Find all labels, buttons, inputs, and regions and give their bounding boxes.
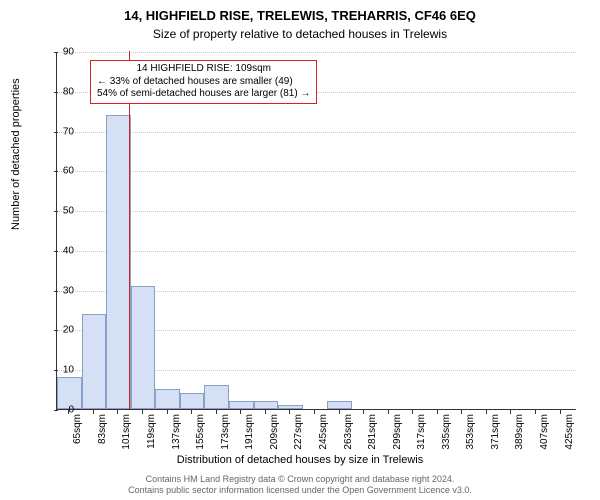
footnote-line1: Contains HM Land Registry data © Crown c… xyxy=(146,474,455,484)
x-tick-label: 191sqm xyxy=(244,414,255,454)
x-tick-label: 173sqm xyxy=(220,414,231,454)
gridline xyxy=(57,132,576,133)
x-tick-label: 245sqm xyxy=(318,414,329,454)
x-tick-mark xyxy=(93,410,94,414)
y-tick-mark xyxy=(54,291,58,292)
y-tick-mark xyxy=(54,171,58,172)
histogram-bar xyxy=(82,314,107,409)
x-tick-mark xyxy=(68,410,69,414)
x-tick-label: 335sqm xyxy=(441,414,452,454)
histogram-bar xyxy=(204,385,229,409)
histogram-bar xyxy=(327,401,352,409)
chart-title-main: 14, HIGHFIELD RISE, TRELEWIS, TREHARRIS,… xyxy=(0,0,600,23)
annotation-line: ← 33% of detached houses are smaller (49… xyxy=(97,76,310,89)
gridline xyxy=(57,251,576,252)
x-tick-mark xyxy=(560,410,561,414)
x-tick-mark xyxy=(117,410,118,414)
x-tick-label: 119sqm xyxy=(146,414,157,454)
gridline xyxy=(57,211,576,212)
y-tick-mark xyxy=(54,211,58,212)
y-tick-mark xyxy=(54,251,58,252)
x-tick-mark xyxy=(289,410,290,414)
x-tick-label: 353sqm xyxy=(465,414,476,454)
y-axis-label: Number of detached properties xyxy=(10,78,22,230)
y-tick-mark xyxy=(54,52,58,53)
chart-title-sub: Size of property relative to detached ho… xyxy=(0,23,600,41)
x-tick-label: 425sqm xyxy=(564,414,575,454)
x-tick-label: 389sqm xyxy=(514,414,525,454)
x-tick-mark xyxy=(363,410,364,414)
histogram-bar xyxy=(180,393,205,409)
histogram-bar xyxy=(155,389,180,409)
x-tick-mark xyxy=(191,410,192,414)
x-tick-mark xyxy=(265,410,266,414)
gridline xyxy=(57,171,576,172)
annotation-box: 14 HIGHFIELD RISE: 109sqm← 33% of detach… xyxy=(90,60,317,104)
x-tick-label: 263sqm xyxy=(343,414,354,454)
x-tick-label: 155sqm xyxy=(195,414,206,454)
y-tick-mark xyxy=(54,132,58,133)
y-tick-mark xyxy=(54,330,58,331)
x-tick-label: 101sqm xyxy=(121,414,132,454)
x-tick-mark xyxy=(486,410,487,414)
x-tick-mark xyxy=(510,410,511,414)
x-tick-mark xyxy=(437,410,438,414)
x-tick-mark xyxy=(388,410,389,414)
x-tick-label: 281sqm xyxy=(367,414,378,454)
histogram-bar xyxy=(278,405,303,409)
x-tick-label: 83sqm xyxy=(97,414,108,454)
footnote: Contains HM Land Registry data © Crown c… xyxy=(0,474,600,496)
annotation-line: 14 HIGHFIELD RISE: 109sqm xyxy=(97,63,310,76)
histogram-bar xyxy=(229,401,254,409)
histogram-bar xyxy=(131,286,156,409)
x-tick-label: 299sqm xyxy=(392,414,403,454)
x-axis-label: Distribution of detached houses by size … xyxy=(0,454,600,466)
x-tick-label: 407sqm xyxy=(539,414,550,454)
gridline xyxy=(57,52,576,53)
x-tick-mark xyxy=(339,410,340,414)
histogram-bar xyxy=(254,401,279,409)
x-tick-mark xyxy=(216,410,217,414)
footnote-line2: Contains public sector information licen… xyxy=(128,485,472,495)
x-tick-mark xyxy=(142,410,143,414)
x-tick-label: 65sqm xyxy=(72,414,83,454)
x-tick-mark xyxy=(535,410,536,414)
x-tick-mark xyxy=(412,410,413,414)
x-tick-label: 317sqm xyxy=(416,414,427,454)
x-tick-label: 209sqm xyxy=(269,414,280,454)
histogram-bar xyxy=(106,115,131,409)
x-tick-mark xyxy=(461,410,462,414)
x-tick-label: 137sqm xyxy=(171,414,182,454)
x-tick-mark xyxy=(314,410,315,414)
x-tick-mark xyxy=(240,410,241,414)
x-tick-label: 371sqm xyxy=(490,414,501,454)
x-tick-mark xyxy=(167,410,168,414)
x-tick-label: 227sqm xyxy=(293,414,304,454)
annotation-line: 54% of semi-detached houses are larger (… xyxy=(97,88,310,101)
y-tick-mark xyxy=(54,410,58,411)
plot-area xyxy=(56,52,576,410)
marker-line xyxy=(129,51,130,409)
y-tick-mark xyxy=(54,92,58,93)
y-tick-mark xyxy=(54,370,58,371)
